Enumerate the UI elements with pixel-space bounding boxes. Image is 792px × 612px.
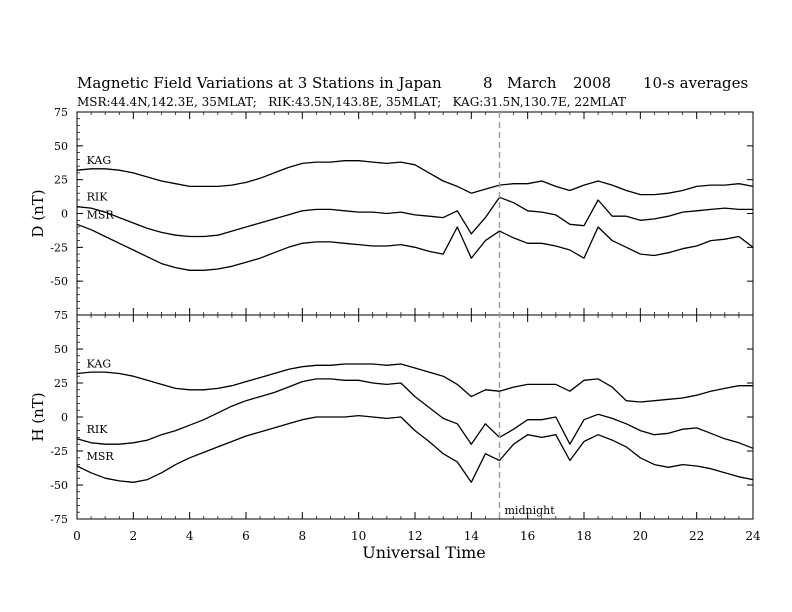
y-tick-label: -50 (50, 275, 68, 288)
series-label-msr: MSR (87, 450, 115, 463)
chart-title: Magnetic Field Variations at 3 Stations … (77, 74, 442, 92)
y-axis-label: D (nT) (29, 189, 47, 237)
series-line-msr (76, 223, 754, 271)
panel-frame (76, 314, 754, 520)
midnight-label: midnight (505, 504, 556, 517)
y-tick-label: 0 (61, 411, 68, 424)
y-tick-label: 50 (54, 343, 68, 356)
d-panel: 75 50 25 0 -25 -50 D (nT) KAG RIK MSR (29, 106, 754, 316)
y-tick-label: 25 (54, 377, 68, 390)
series-line-msr (76, 414, 754, 483)
y-tick-label: -50 (50, 479, 68, 492)
y-axis-label: H (nT) (29, 392, 47, 441)
x-tick-label: 24 (745, 529, 761, 543)
x-tick-label: 16 (520, 529, 535, 543)
series-label-rik: RIK (87, 191, 109, 204)
y-tick-label: -25 (50, 445, 68, 458)
date-month: March (507, 74, 557, 92)
x-tick-label: 18 (576, 529, 591, 543)
x-tick-label: 14 (464, 529, 480, 543)
y-tick-label: 50 (54, 140, 68, 153)
x-tick-label: 10 (351, 529, 366, 543)
series-line-rik (76, 378, 754, 449)
x-axis-label: Universal Time (362, 543, 485, 562)
series-line-kag (76, 363, 753, 403)
series-label-rik: RIK (87, 423, 109, 436)
x-tick-label: 2 (130, 529, 138, 543)
series-label-kag: KAG (87, 357, 112, 370)
x-tick-label: 4 (186, 529, 194, 543)
y-tick-label: 75 (54, 106, 68, 119)
h-panel: 75 50 25 0 -25 -50 -75 H (nT) KAG RIK MSR (29, 309, 754, 526)
series-label-kag: KAG (87, 154, 112, 167)
panel-frame (76, 111, 754, 316)
series-line-rik (76, 196, 753, 238)
x-tick-label: 22 (689, 529, 704, 543)
date-day: 8 (483, 74, 493, 92)
averaging-note: 10-s averages (643, 74, 748, 92)
date-year: 2008 (573, 74, 611, 92)
x-tick-label: 12 (407, 529, 422, 543)
y-tick-label: 0 (61, 208, 68, 221)
x-tick-label: 8 (299, 529, 307, 543)
x-tick-label: 0 (73, 529, 81, 543)
y-tick-label: -25 (50, 241, 68, 254)
y-tick-label: -75 (50, 513, 68, 526)
y-tick-label: 25 (54, 174, 68, 187)
series-line-kag (76, 160, 754, 196)
station-coordinates: MSR:44.4N,142.3E, 35MLAT; RIK:43.5N,143.… (77, 95, 626, 109)
series-label-msr: MSR (87, 208, 115, 221)
x-tick-label: 20 (633, 529, 648, 543)
x-tick-label: 6 (242, 529, 250, 543)
x-axis: 0 2 4 6 8 10 12 14 16 18 20 22 24 (73, 112, 761, 543)
y-tick-label: 75 (54, 309, 68, 322)
